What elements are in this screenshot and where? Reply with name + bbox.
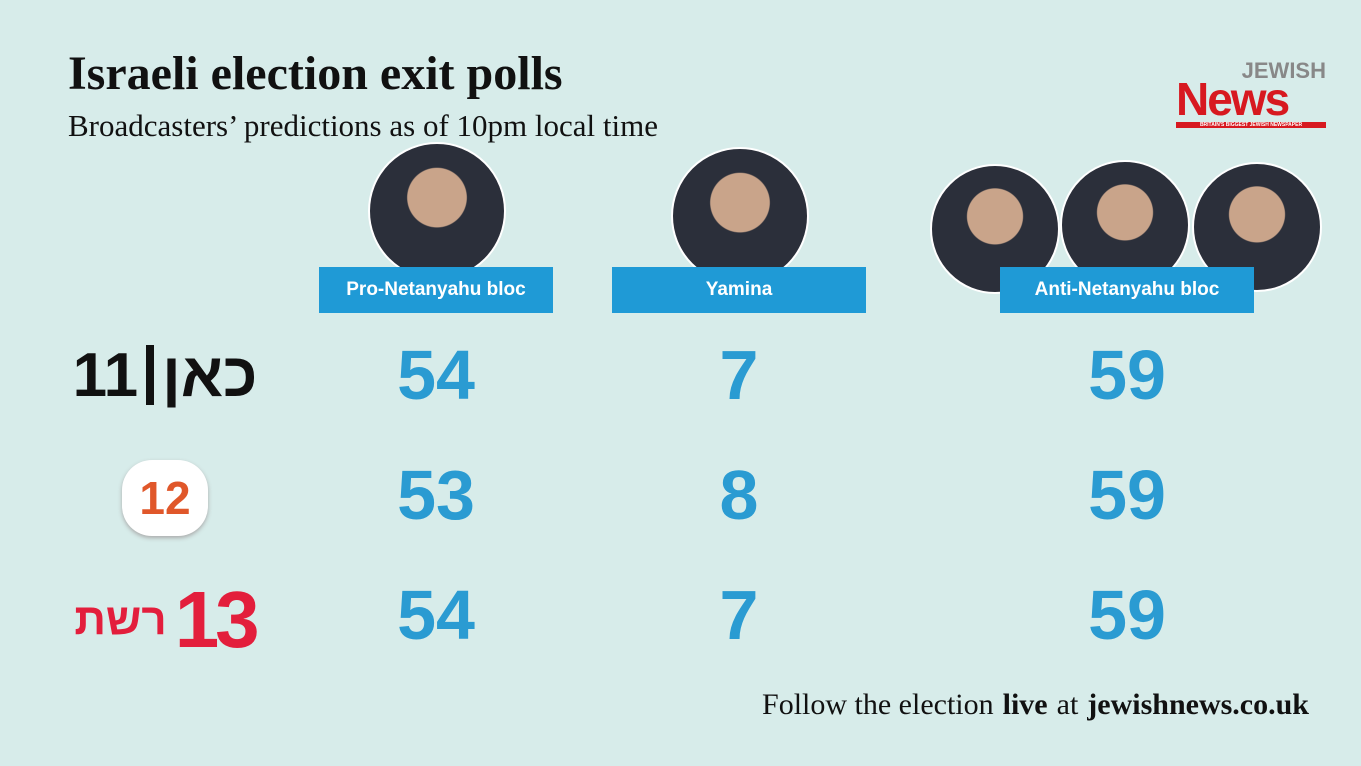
broadcaster-logo: 12 — [60, 458, 270, 538]
broadcaster-number: 13 — [174, 575, 260, 664]
broadcaster-name: רשת — [74, 595, 167, 644]
broadcaster-logo: 11 כאן — [60, 335, 270, 415]
logo-top: JEWISH — [1241, 58, 1326, 83]
column-header: Yamina — [612, 267, 866, 313]
broadcaster-name: כאן — [162, 340, 258, 410]
photo — [671, 147, 809, 285]
footer: Follow the election live at jewishnews.c… — [762, 688, 1309, 722]
seat-count: 59 — [1088, 456, 1166, 534]
photo — [368, 142, 506, 280]
broadcaster-logo: רשת 13 — [60, 575, 270, 665]
logo: JEWISH News BRITAIN'S BIGGEST JEWISH NEW… — [1176, 58, 1326, 130]
logo-main: News — [1176, 73, 1290, 125]
seat-count: 53 — [397, 456, 475, 534]
seat-count: 54 — [397, 336, 475, 414]
footer-text: live — [1002, 688, 1048, 721]
column-header: Anti-Netanyahu bloc — [1000, 267, 1254, 313]
footer-text: Follow the election — [762, 688, 994, 721]
seat-count: 54 — [397, 576, 475, 654]
footer-text: at — [1056, 688, 1079, 721]
seat-count: 8 — [719, 456, 759, 534]
broadcaster-number: 12 — [122, 460, 208, 536]
seat-count: 7 — [719, 336, 759, 414]
column-header: Pro-Netanyahu bloc — [319, 267, 553, 313]
title: Israeli election exit polls — [68, 47, 563, 100]
seat-count: 7 — [719, 576, 759, 654]
seat-count: 59 — [1088, 576, 1166, 654]
divider — [146, 345, 155, 405]
broadcaster-number: 11 — [72, 340, 139, 410]
logo-tagline: BRITAIN'S BIGGEST JEWISH NEWSPAPER — [1176, 122, 1326, 128]
seat-count: 59 — [1088, 336, 1166, 414]
subtitle: Broadcasters’ predictions as of 10pm loc… — [68, 108, 658, 143]
footer-link[interactable]: jewishnews.co.uk — [1087, 688, 1309, 721]
